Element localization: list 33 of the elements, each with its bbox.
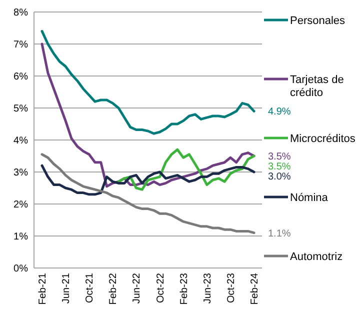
line-series xyxy=(40,153,256,234)
data-label: 3.5% xyxy=(268,162,291,172)
y-tick-label: 1% xyxy=(14,232,28,242)
data-label: 3.5% xyxy=(268,152,291,162)
line-series xyxy=(40,164,256,196)
x-tick-label: Feb-23 xyxy=(178,272,190,305)
legend-label: Nómina xyxy=(290,192,329,204)
y-tick-label: 2% xyxy=(14,200,28,210)
legend-label: Microcréditos xyxy=(290,132,356,145)
y-tick-label: 3% xyxy=(14,168,28,178)
data-label: 3.0% xyxy=(268,172,291,182)
x-tick-label: Oct-22 xyxy=(155,272,166,304)
x-tick-label: Feb-21 xyxy=(38,272,48,305)
legend-label: Personales xyxy=(290,14,346,27)
y-tick-label: 4% xyxy=(14,136,28,146)
x-tick-label: Feb-22 xyxy=(108,272,120,305)
y-tick-label: 8% xyxy=(14,8,28,18)
x-tick-label: Jun-23 xyxy=(202,272,214,304)
y-tick-label: 0% xyxy=(14,264,28,274)
data-label: 1.1% xyxy=(268,228,291,240)
y-tick-label: 7% xyxy=(14,40,28,50)
legend-label: Tarjetas de crédito xyxy=(290,74,344,100)
y-tick-label: 5% xyxy=(14,104,28,114)
legend-label: Automotriz xyxy=(290,250,343,263)
x-tick-label: Feb-24 xyxy=(250,272,260,305)
x-tick-label: Jun-21 xyxy=(61,272,72,304)
x-tick-label: Oct-23 xyxy=(226,272,237,304)
x-tick-label: Oct-21 xyxy=(84,272,96,304)
line-series xyxy=(40,30,256,135)
data-label: 4.9% xyxy=(268,106,291,118)
y-tick-label: 6% xyxy=(14,72,28,82)
line-series xyxy=(117,148,256,191)
x-tick-label: Jun-22 xyxy=(132,272,143,304)
